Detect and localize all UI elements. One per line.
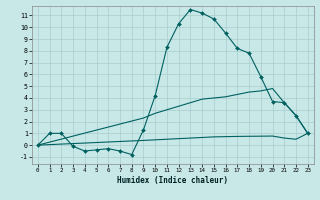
X-axis label: Humidex (Indice chaleur): Humidex (Indice chaleur) xyxy=(117,176,228,185)
